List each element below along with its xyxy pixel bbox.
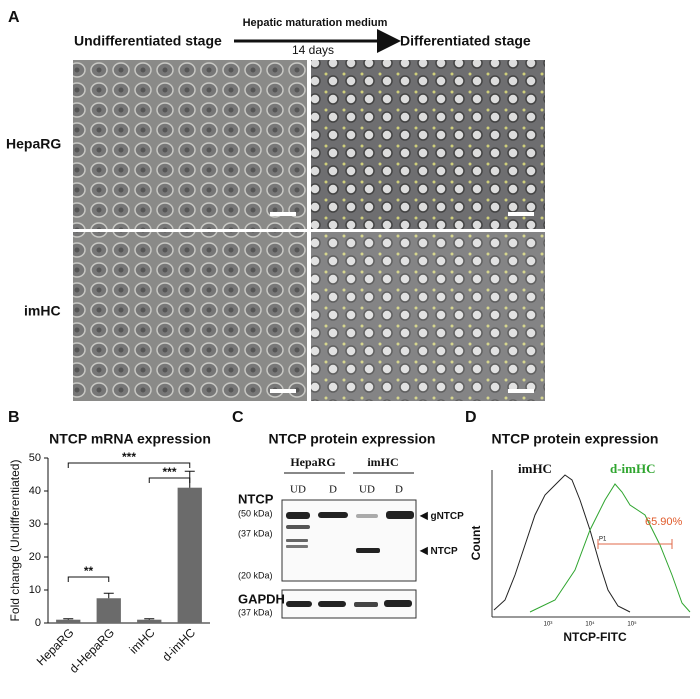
band-name: NTCP <box>430 546 458 557</box>
bar <box>177 487 202 623</box>
scale-bars <box>270 212 534 393</box>
y-tick-label: 50 <box>29 452 41 464</box>
duration: 14 days <box>292 43 334 57</box>
y-tick-label: 10 <box>29 584 41 596</box>
marker-label: (20 kDa) <box>238 570 273 580</box>
marker-label: (37 kDa) <box>238 528 273 538</box>
blot-target: NTCP <box>238 491 274 506</box>
gate-value: 65.90% <box>645 516 683 528</box>
x-tick-label: 10⁵ <box>627 621 637 628</box>
group-label: imHC <box>367 455 398 469</box>
panel-title: NTCP protein expression <box>268 431 435 447</box>
panel-label: C <box>232 409 244 426</box>
x-tick-label: imHC <box>127 625 158 656</box>
significance-label: *** <box>122 450 136 464</box>
micrograph <box>73 60 307 229</box>
micrograph <box>311 232 545 401</box>
band-label: ◀ NTCP <box>419 546 458 557</box>
arrow-title: Hepatic maturation medium <box>243 17 388 29</box>
series-label: imHC <box>518 461 552 476</box>
lane-label: UD <box>359 484 375 496</box>
histogram-curve <box>529 483 691 613</box>
gate-name: P1 <box>599 537 607 543</box>
error-bar <box>144 618 155 620</box>
error-bar <box>63 618 74 620</box>
panel-label: D <box>465 409 477 426</box>
y-axis-label: Fold change (Undifferentiated) <box>8 460 22 622</box>
bar <box>137 619 162 623</box>
panel-label: B <box>8 409 20 426</box>
significance-label: *** <box>162 465 176 479</box>
row-label: imHC <box>24 303 61 319</box>
y-tick-label: 30 <box>29 518 41 530</box>
lane-label: UD <box>290 484 306 496</box>
x-axis-label: NTCP-FITC <box>563 630 627 644</box>
lane-label: D <box>395 484 403 496</box>
series-label: d-imHC <box>610 461 656 476</box>
row-label: HepaRG <box>6 136 61 152</box>
band-name: gNTCP <box>430 511 464 522</box>
micrograph <box>73 232 307 401</box>
error-bar <box>103 592 114 599</box>
marker-label: (50 kDa) <box>238 508 273 518</box>
x-tick-label: 10³ <box>544 622 553 628</box>
blot-bands <box>286 511 414 553</box>
significance-bracket <box>148 477 191 483</box>
stage-label: Differentiated stage <box>400 33 531 49</box>
y-axis-label: Count <box>469 526 483 561</box>
micrograph <box>311 60 545 229</box>
y-tick-label: 40 <box>29 485 41 497</box>
histogram-curve <box>493 474 631 613</box>
chart-title: NTCP mRNA expression <box>49 431 211 447</box>
control-label: GAPDH <box>238 591 285 606</box>
panel-title: NTCP protein expression <box>491 431 658 447</box>
x-tick-label: d-imHC <box>159 625 198 664</box>
significance-bracket <box>67 462 191 468</box>
lane-label: D <box>329 484 337 496</box>
significance-bracket <box>67 576 110 582</box>
y-tick-label: 20 <box>29 551 41 563</box>
bar-chart: B NTCP mRNA expression Fold change (Undiff… <box>8 409 211 676</box>
bar <box>96 598 121 623</box>
group-label: HepaRG <box>290 455 335 469</box>
control-bands <box>286 600 412 607</box>
marker-label: (37 kDa) <box>238 607 273 617</box>
panel-label: A <box>8 9 20 26</box>
stage-label: Undifferentiated stage <box>74 33 222 49</box>
bar <box>56 619 81 623</box>
significance-label: ** <box>84 564 94 578</box>
x-tick-label: 10⁴ <box>585 621 595 628</box>
band-label: ◀ gNTCP <box>419 511 464 522</box>
y-tick-label: 0 <box>35 617 41 629</box>
